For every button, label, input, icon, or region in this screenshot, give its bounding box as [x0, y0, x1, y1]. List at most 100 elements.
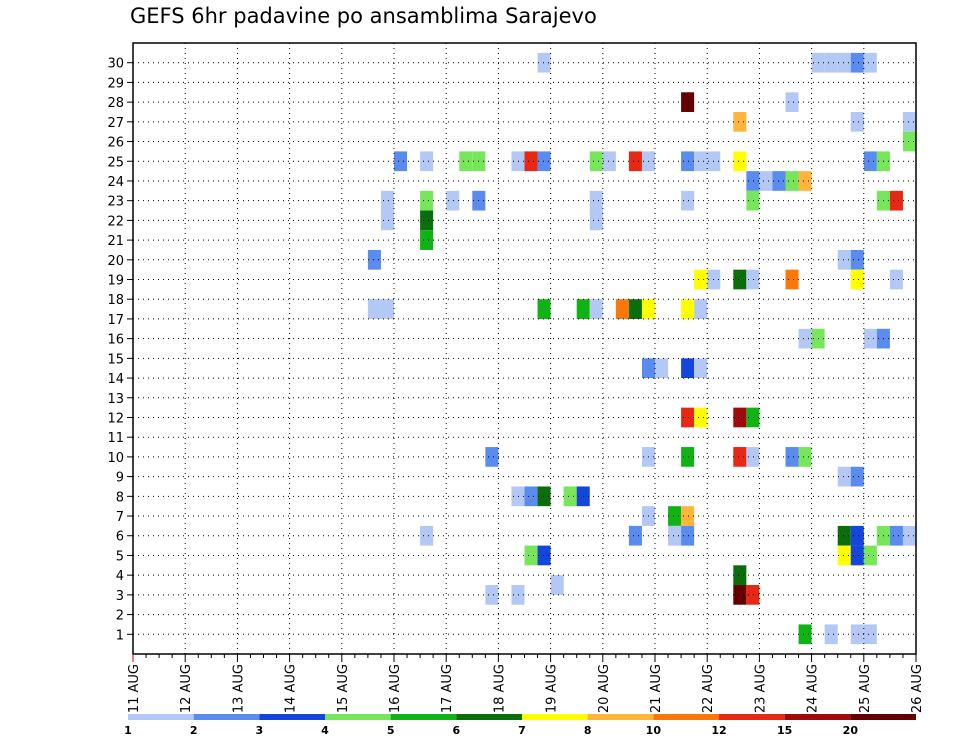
heatmap-cell: [850, 545, 864, 566]
heatmap-cell: [589, 190, 603, 211]
heatmap-cell: [380, 299, 394, 319]
y-tick-label: 11: [107, 431, 124, 446]
heatmap-cell: [537, 151, 551, 172]
heatmap-cell: [420, 525, 434, 546]
legend-swatch: [259, 714, 325, 720]
heatmap-cell: [537, 52, 551, 73]
heatmap-cell: [420, 190, 434, 211]
legend-swatch: [456, 714, 522, 720]
legend-swatch: [784, 714, 851, 720]
heatmap-cell: [602, 151, 616, 172]
heatmap-cell: [524, 151, 538, 172]
heatmap-cell: [681, 151, 695, 172]
legend-swatch: [653, 714, 719, 720]
x-tick-label: 16 AUG: [388, 664, 403, 713]
legend-label: 20: [843, 724, 859, 737]
heatmap-cell: [628, 151, 642, 172]
heatmap-cell: [524, 545, 538, 566]
legend-swatch: [193, 714, 260, 720]
heatmap-cell: [733, 269, 747, 290]
y-tick-label: 9: [116, 471, 124, 486]
y-tick-label: 30: [107, 57, 124, 72]
legend-label: 7: [518, 724, 526, 737]
heatmap-cell: [746, 407, 760, 428]
heatmap-cell: [889, 525, 903, 546]
heatmap-cell: [681, 525, 695, 546]
heatmap-cell: [733, 565, 747, 586]
heatmap-cell: [420, 230, 434, 250]
heatmap-cell: [902, 131, 916, 152]
heatmap-cell: [798, 624, 812, 645]
heatmap-cell: [380, 190, 394, 211]
heatmap-cell: [850, 525, 864, 546]
legend-label: 4: [321, 724, 329, 737]
heatmap-cell: [681, 506, 695, 526]
x-tick-label: 11 AUG: [127, 664, 142, 713]
heatmap-cell: [668, 506, 682, 526]
heatmap-cell: [837, 466, 851, 487]
x-tick-label: 22 AUG: [701, 664, 716, 713]
heatmap-cell: [824, 52, 838, 73]
heatmap-cell: [733, 585, 747, 605]
y-tick-label: 5: [116, 549, 124, 564]
heatmap-cell: [733, 447, 747, 467]
heatmap-cell: [524, 486, 538, 507]
heatmap-cell: [850, 466, 864, 487]
heatmap-cell: [863, 328, 877, 349]
y-tick-label: 28: [107, 96, 124, 111]
heatmap-cell: [694, 269, 708, 290]
heatmap-cell: [628, 299, 642, 319]
heatmap-cell: [511, 486, 525, 507]
heatmap-cell: [681, 92, 695, 112]
heatmap-cell: [537, 299, 551, 319]
heatmap-cell: [485, 585, 499, 605]
x-tick-label: 18 AUG: [492, 664, 507, 713]
legend-swatch: [522, 714, 588, 720]
y-tick-label: 23: [107, 195, 124, 210]
heatmap-cell: [641, 299, 655, 319]
chart-title: GEFS 6hr padavine po ansamblima Sarajevo: [130, 4, 597, 28]
heatmap-cell: [746, 447, 760, 467]
heatmap-cell: [511, 585, 525, 605]
heatmap-cell: [902, 525, 916, 546]
heatmap-cell: [681, 407, 695, 428]
x-tick-label: 20 AUG: [597, 664, 612, 713]
x-tick-label: 24 AUG: [806, 664, 821, 713]
x-tick-label: 21 AUG: [649, 664, 664, 713]
heatmap-cell: [380, 210, 394, 231]
heatmap-cell: [837, 52, 851, 73]
x-tick-label: 15 AUG: [336, 664, 351, 713]
heatmap-cell: [798, 447, 812, 467]
y-tick-label: 16: [107, 333, 124, 348]
heatmap-cell: [850, 624, 864, 645]
heatmap-cell: [850, 111, 864, 132]
legend-swatch: [325, 714, 391, 720]
heatmap-cell: [589, 299, 603, 319]
heatmap-cell: [798, 171, 812, 191]
heatmap-cell: [694, 151, 708, 172]
heatmap-cell: [420, 151, 434, 172]
heatmap-cell: [681, 358, 695, 379]
legend-swatch: [850, 714, 916, 720]
y-tick-label: 3: [116, 589, 124, 604]
heatmap-cell: [446, 190, 460, 211]
y-tick-label: 13: [107, 392, 124, 407]
heatmap-cell: [824, 624, 838, 645]
legend-swatch: [719, 714, 785, 720]
heatmap-cell: [850, 269, 864, 290]
y-tick-label: 21: [107, 234, 124, 249]
heatmap-cell: [863, 151, 877, 172]
heatmap-cell: [837, 249, 851, 270]
heatmap-cell: [798, 328, 812, 349]
x-tick-label: 13 AUG: [231, 664, 246, 713]
y-tick-label: 7: [116, 510, 124, 525]
x-tick-label: 19 AUG: [545, 664, 560, 713]
heatmap-cell: [694, 358, 708, 379]
heatmap-cell: [589, 210, 603, 231]
heatmap-cell: [889, 190, 903, 211]
x-tick-label: 23 AUG: [753, 664, 768, 713]
heatmap-cell: [681, 447, 695, 467]
heatmap-cell: [759, 171, 773, 191]
legend-label: 5: [387, 724, 395, 737]
